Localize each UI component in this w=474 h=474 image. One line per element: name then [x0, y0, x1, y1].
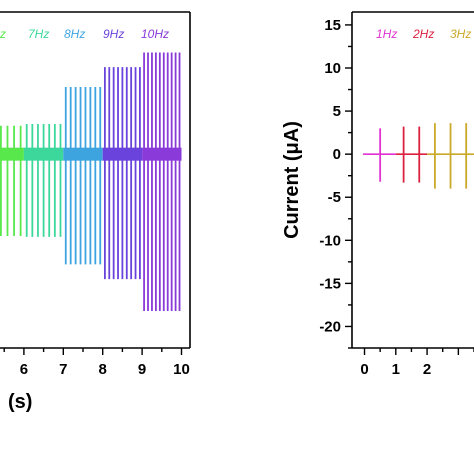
left-legend-label: 9Hz: [103, 27, 124, 41]
left-legend-label: 10Hz: [141, 27, 169, 41]
left-x-axis-title: (s): [8, 391, 32, 413]
right-legend: 1Hz 2Hz 3Hz: [376, 27, 471, 41]
right-y-tick-label: -5: [328, 189, 341, 206]
left-panel: 6 7 8 9 10 Hz 7Hz 8Hz 9Hz 10Hz (s): [0, 11, 191, 413]
left-legend-label: 8Hz: [64, 27, 85, 41]
right-series-3hz: [427, 123, 474, 189]
right-y-ticks: 15 10 5 0 -5 -10 -15 -20: [319, 17, 352, 349]
left-x-tick-label: 6: [20, 361, 28, 378]
left-series-6hz-baseline: [0, 147, 24, 161]
right-y-tick-label: -20: [319, 318, 341, 335]
left-series-9hz: [102, 67, 143, 280]
left-x-tick-label: 7: [59, 361, 67, 378]
left-series-7hz: [23, 124, 64, 237]
right-x-tick-label: 2: [423, 361, 431, 378]
right-y-tick-label: -15: [319, 275, 341, 292]
right-y-tick-label: -10: [319, 232, 341, 249]
right-y-tick-label: 0: [333, 146, 341, 163]
left-x-tick-label: 10: [173, 361, 190, 378]
left-series-10hz: [142, 52, 182, 311]
left-series-8hz-baseline: [63, 147, 103, 161]
left-x-ticks: 6 7 8 9 10: [3, 348, 190, 378]
right-series-1hz: [364, 128, 396, 182]
right-x-ticks: 0 1 2: [360, 348, 474, 378]
left-signal-traces: [0, 52, 182, 311]
right-y-tick-label: 5: [333, 103, 341, 120]
right-series-2hz: [395, 126, 428, 183]
left-series-8hz: [63, 86, 103, 265]
right-legend-label: 2Hz: [412, 27, 434, 41]
right-panel: 15 10 5 0 -5 -10 -15 -20 0 1 2 1Hz 2Hz 3Hz Current …: [281, 11, 474, 378]
right-y-tick-label: 15: [324, 17, 341, 34]
right-signal-traces: [362, 123, 474, 189]
right-x-tick-label: 0: [360, 361, 368, 378]
right-x-tick-label: 1: [392, 361, 400, 378]
left-partial-legend-label: Hz: [0, 27, 6, 41]
left-legend: 7Hz 8Hz 9Hz 10Hz: [28, 27, 169, 41]
left-x-tick-label: 9: [138, 361, 146, 378]
left-series-6hz: [0, 125, 24, 236]
right-legend-label: 1Hz: [376, 27, 397, 41]
right-y-tick-label: 10: [324, 60, 341, 77]
right-legend-label: 3Hz: [450, 27, 471, 41]
left-legend-label: 7Hz: [28, 27, 49, 41]
right-y-axis-title: Current (μA): [281, 121, 303, 239]
left-x-tick-label: 8: [99, 361, 107, 378]
